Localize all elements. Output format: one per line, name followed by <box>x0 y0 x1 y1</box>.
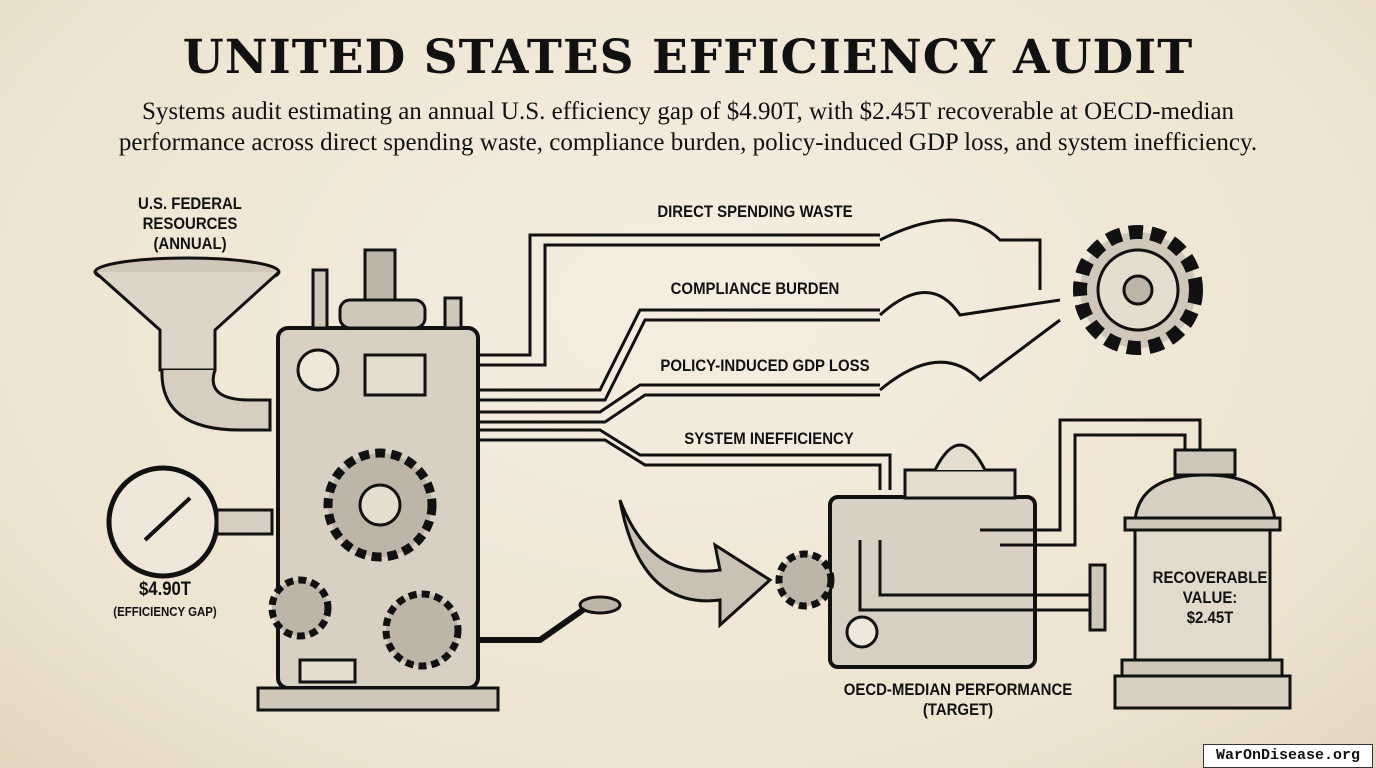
output-label-line: VALUE: <box>1182 588 1238 607</box>
watermark: WarOnDisease.org <box>1203 744 1373 768</box>
recovery-tank <box>1113 448 1292 710</box>
funnel-icon <box>93 256 281 432</box>
stream-label-policy-induced-gdp-loss: POLICY-INDUCED GDP LOSS <box>660 356 870 375</box>
target-label-line: (TARGET) <box>922 700 994 719</box>
input-label-line: (ANNUAL) <box>153 234 227 253</box>
transition-arrow <box>618 499 773 629</box>
stream-label-system-inefficiency: SYSTEM INEFFICIENCY <box>684 429 854 448</box>
stream-label-direct-spending-waste: DIRECT SPENDING WASTE <box>657 202 853 221</box>
stream-label-compliance-burden: COMPLIANCE BURDEN <box>670 279 840 298</box>
input-label-line: U.S. FEDERAL <box>138 194 242 213</box>
target-label-line: OECD-MEDIAN PERFORMANCE <box>843 680 1073 699</box>
output-label-line: RECOVERABLE <box>1152 568 1268 587</box>
page-title: UNITED STATES EFFICIENCY AUDIT <box>182 30 1194 85</box>
processing-machine <box>256 248 622 712</box>
target-machine <box>775 418 1202 669</box>
gauge-caption: (EFFICIENCY GAP) <box>113 604 217 619</box>
subtitle-line: performance across direct spending waste… <box>118 129 1258 156</box>
subtitle-line: Systems audit estimating an annual U.S. … <box>141 98 1235 125</box>
gauge-icon <box>106 465 274 579</box>
gear-icon <box>1073 225 1203 355</box>
output-label-line: $2.45T <box>1186 608 1234 627</box>
input-label-line: RESOURCES <box>142 214 238 233</box>
recoverable-value-label: RECOVERABLE VALUE: $2.45T <box>1148 568 1271 628</box>
page-subtitle: Systems audit estimating an annual U.S. … <box>40 96 1336 158</box>
target-label: OECD-MEDIAN PERFORMANCE (TARGET) <box>835 680 1081 720</box>
output-pipes <box>480 218 1061 490</box>
gauge-value: $4.90T <box>138 579 192 600</box>
input-label: U.S. FEDERAL RESOURCES (ANNUAL) <box>128 194 251 254</box>
